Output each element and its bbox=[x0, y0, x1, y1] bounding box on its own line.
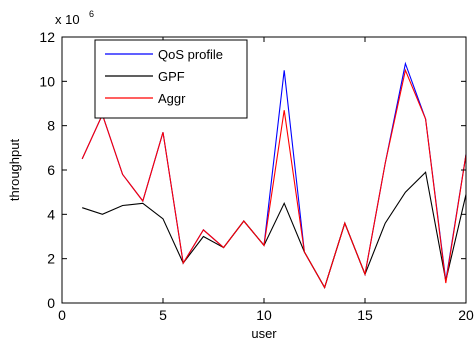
legend-entry-label: GPF bbox=[158, 69, 185, 84]
legend: QoS profile GPF Aggr bbox=[94, 39, 248, 119]
series-layer bbox=[81, 61, 467, 289]
x-tick-label: 20 bbox=[458, 307, 474, 323]
y-tick-label: 6 bbox=[47, 162, 55, 178]
y-tick-label: 10 bbox=[39, 73, 55, 89]
series-line-gpf bbox=[82, 171, 467, 289]
x-axis-label: user bbox=[251, 326, 277, 341]
y-exponent-label: 6 bbox=[89, 9, 94, 19]
ticks-layer: 0 5 10 15 20 0 2 4 6 8 10 12 bbox=[39, 29, 474, 323]
y-axis-label: throughput bbox=[7, 139, 22, 202]
y-tick-label: 2 bbox=[47, 251, 55, 267]
y-tick-label: 4 bbox=[47, 206, 55, 222]
y-tick-label: 0 bbox=[47, 295, 55, 311]
y-multiplier-label: x 10 bbox=[55, 12, 80, 27]
legend-box bbox=[94, 39, 248, 119]
y-tick-label: 12 bbox=[39, 29, 55, 45]
series-line-aggr bbox=[81, 68, 467, 289]
legend-entry-label: Aggr bbox=[158, 91, 186, 106]
x-tick-label: 0 bbox=[58, 307, 66, 323]
x-tick-label: 5 bbox=[159, 307, 167, 323]
x-tick-label: 10 bbox=[256, 307, 272, 323]
x-tick-label: 15 bbox=[357, 307, 373, 323]
y-tick-label: 8 bbox=[47, 118, 55, 134]
legend-entry-label: QoS profile bbox=[158, 47, 223, 62]
